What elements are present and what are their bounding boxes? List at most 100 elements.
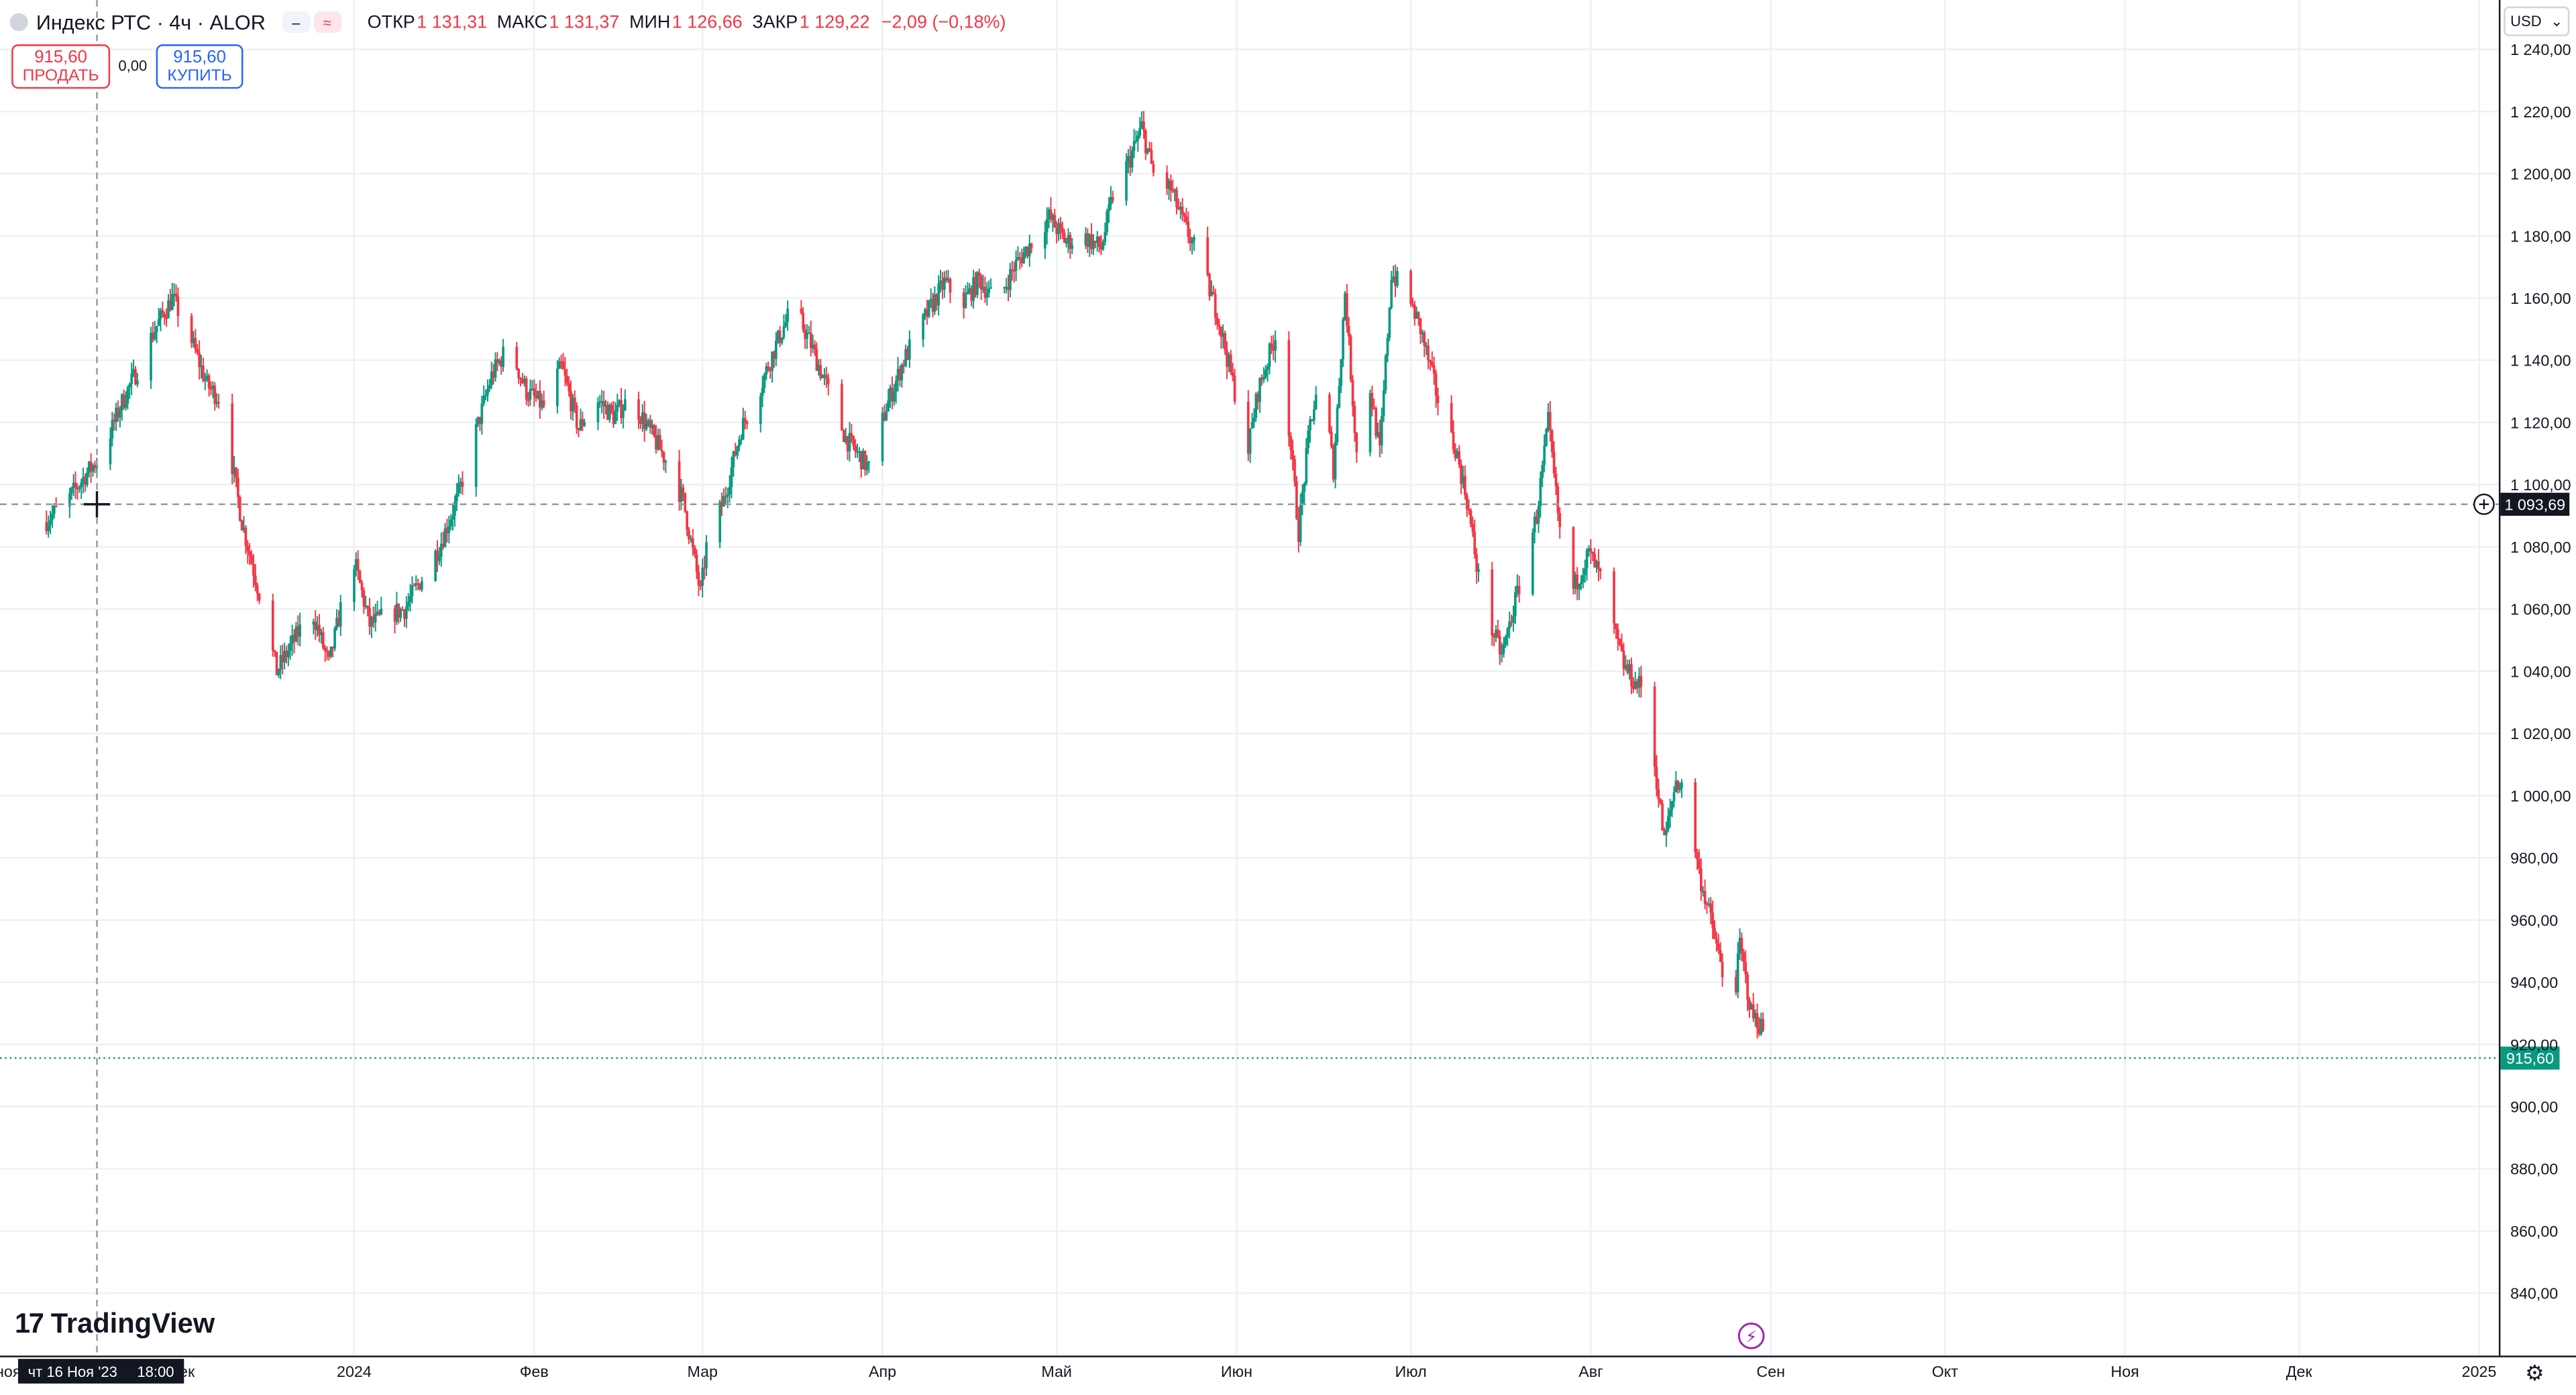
- candle-body: [767, 366, 770, 370]
- candle-body: [318, 624, 321, 636]
- candle-body: [1628, 664, 1631, 673]
- wave-icon[interactable]: ≈: [313, 11, 341, 33]
- candle-body: [1495, 629, 1497, 638]
- candle-body: [1067, 235, 1070, 243]
- x-tick-label: Мар: [687, 1363, 718, 1380]
- candle-body: [1144, 130, 1147, 154]
- candle-body: [808, 332, 810, 334]
- candle-body: [977, 272, 981, 276]
- candle-body: [294, 626, 298, 642]
- candle-body: [738, 439, 741, 447]
- candle-body: [743, 418, 747, 422]
- candle-body: [399, 609, 402, 618]
- candle-body: [1047, 209, 1051, 219]
- candle-body: [561, 361, 565, 370]
- sell-button[interactable]: 915,60 ПРОДАТЬ: [11, 44, 111, 89]
- candle-body: [1760, 1019, 1763, 1034]
- candle-body: [325, 651, 329, 653]
- candle-body: [887, 400, 890, 412]
- candle-body: [237, 478, 239, 497]
- tradingview-logo[interactable]: 17 TradingView: [15, 1308, 215, 1341]
- candle-body: [1148, 148, 1151, 150]
- candle-body: [1086, 233, 1089, 247]
- symbol-title[interactable]: Индекс РТС · 4ч · ALOR: [36, 10, 266, 34]
- candle-body: [337, 618, 340, 627]
- candle-body: [1071, 245, 1074, 249]
- candle-body: [924, 309, 926, 315]
- candle-body: [1009, 269, 1012, 290]
- y-tick-label: 1 020,00: [2510, 725, 2571, 742]
- candle-body: [490, 371, 493, 386]
- candle-body: [1504, 636, 1507, 645]
- candle-body: [474, 424, 478, 487]
- buy-label: КУПИТЬ: [167, 66, 232, 85]
- y-tick-label: 960,00: [2510, 911, 2558, 929]
- candle-body: [976, 272, 979, 295]
- candle-body: [987, 288, 991, 294]
- candle-body: [203, 380, 207, 382]
- candle-body: [1340, 359, 1343, 386]
- candle-body: [786, 309, 789, 322]
- candle-body: [540, 400, 543, 408]
- candle-body: [1655, 767, 1658, 789]
- candle-body: [478, 416, 482, 425]
- candle-body: [1678, 788, 1681, 790]
- candle-body: [130, 374, 133, 384]
- candle-body: [1297, 518, 1300, 543]
- candle-body: [600, 401, 604, 403]
- candle-body: [1680, 782, 1683, 789]
- candle-body: [54, 506, 58, 508]
- minus-icon[interactable]: –: [282, 11, 310, 33]
- candle-body: [434, 551, 437, 581]
- candle-body: [136, 380, 139, 385]
- candle-body: [1097, 236, 1101, 247]
- candle-body: [244, 527, 248, 546]
- candle-body: [815, 349, 818, 371]
- candle-body: [1299, 505, 1302, 543]
- candle-body: [736, 446, 739, 456]
- candle-body: [1434, 373, 1438, 396]
- candle-body: [401, 609, 404, 611]
- candle-body: [1171, 190, 1175, 192]
- candle-body: [1332, 446, 1335, 480]
- candle-body: [496, 359, 499, 364]
- candle-body: [1531, 532, 1534, 594]
- candle-body: [1342, 319, 1344, 359]
- candle-body: [745, 421, 749, 425]
- candle-body: [1752, 1004, 1755, 1019]
- candle-body: [889, 387, 892, 400]
- candle-body: [89, 461, 93, 471]
- candle-body: [238, 496, 241, 521]
- buy-button[interactable]: 915,60 КУПИТЬ: [156, 44, 244, 89]
- candle-body: [502, 347, 504, 367]
- candle-body: [537, 390, 539, 398]
- candle-body: [1338, 386, 1341, 408]
- candle-body: [172, 294, 176, 296]
- currency-select[interactable]: USD ⌄: [2504, 6, 2570, 36]
- candle-body: [1262, 377, 1265, 380]
- close-label: ЗАКР: [752, 12, 798, 32]
- settings-gear-icon[interactable]: ⚙: [2525, 1360, 2544, 1386]
- candle-body: [413, 585, 416, 587]
- candle-body: [439, 543, 443, 557]
- candle-body: [583, 422, 586, 427]
- candle-body: [1512, 616, 1515, 623]
- candle-body: [1169, 180, 1173, 190]
- candle-body: [202, 366, 205, 381]
- candle-body: [1175, 189, 1178, 208]
- spread-value: 0,00: [118, 57, 148, 74]
- candle-body: [653, 425, 655, 436]
- candle-body: [979, 276, 983, 290]
- candle-body: [1210, 292, 1213, 296]
- candle-body: [1467, 509, 1470, 511]
- candle-body: [447, 526, 451, 534]
- candle-body: [962, 292, 965, 308]
- candle-body: [366, 606, 369, 608]
- candle-body: [1510, 621, 1513, 623]
- candle-body: [622, 410, 625, 418]
- candle-body: [1740, 938, 1743, 953]
- candle-body: [896, 368, 900, 381]
- candle-body: [1108, 205, 1110, 212]
- candle-body: [1146, 148, 1149, 154]
